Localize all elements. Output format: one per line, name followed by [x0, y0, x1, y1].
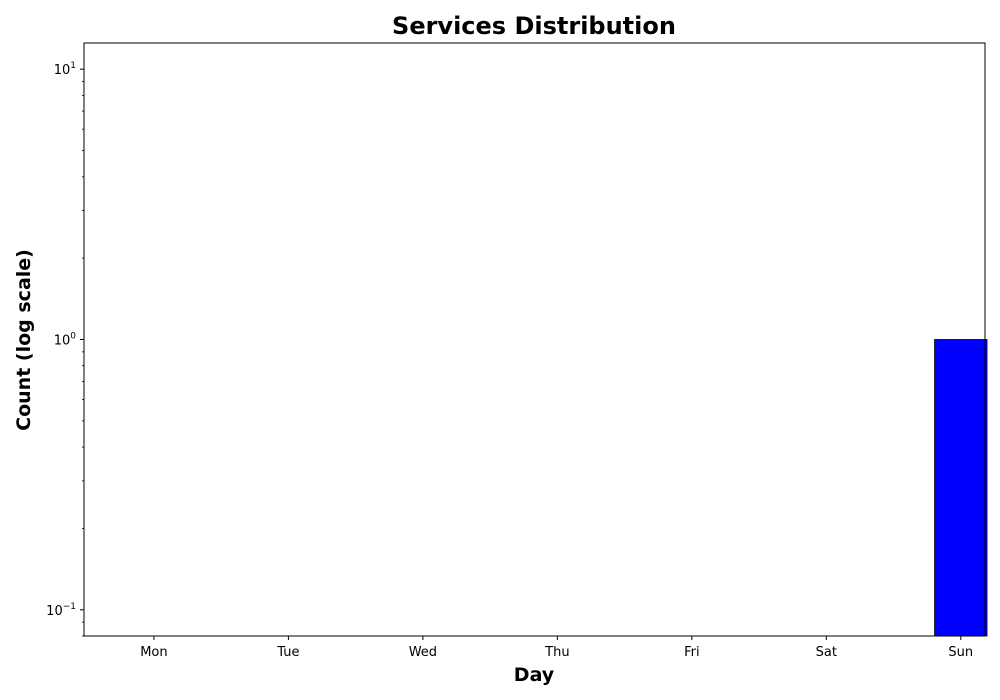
y-tick-label-0: 10−1	[46, 602, 76, 619]
y-axis-label: Count (log scale)	[13, 249, 35, 431]
x-tick-label-wed: Wed	[409, 645, 437, 660]
x-tick-label-sun: Sun	[948, 645, 973, 660]
plot-frame	[83, 42, 986, 637]
plot-area: Mon Tue Wed Thu Fri Sat Sun 10−1 100 101	[46, 42, 988, 660]
x-tick-label-fri: Fri	[684, 645, 700, 660]
x-tick-label-sat: Sat	[816, 645, 837, 660]
y-tick-label-2: 101	[54, 61, 76, 78]
x-tick-label-thu: Thu	[544, 645, 569, 660]
bar-sun	[934, 339, 988, 637]
x-tick-label-tue: Tue	[276, 645, 299, 660]
x-tick-label-mon: Mon	[140, 645, 167, 660]
chart-title: Services Distribution	[392, 12, 676, 40]
y-tick-label-1: 100	[54, 332, 77, 349]
x-axis-label: Day	[514, 664, 555, 686]
